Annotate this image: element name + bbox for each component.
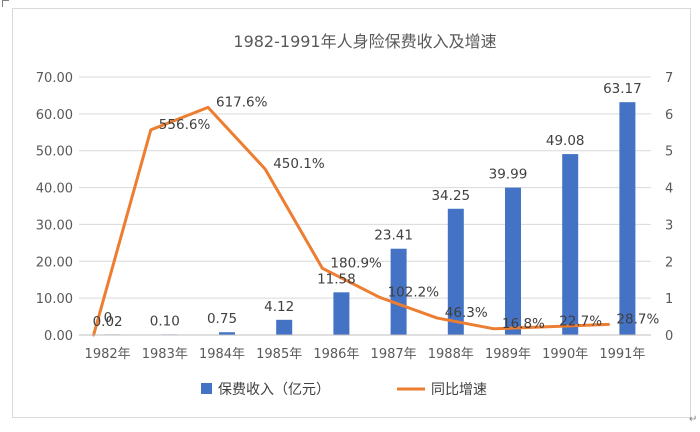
bar (276, 319, 293, 335)
y-left-tick-label: 40.00 (36, 182, 73, 197)
bar (619, 102, 636, 335)
y-right-tick-label: 4 (665, 182, 673, 197)
legend[interactable]: 保费收入（亿元） 同比增速 (201, 382, 487, 398)
axes: 0.00 10.00 20.00 30.00 40.00 50.00 60.00 70.00 0… (36, 71, 674, 362)
document-corner-mark (2, 0, 9, 7)
line-data-label: 556.6% (159, 117, 211, 133)
grid (79, 76, 651, 336)
x-tick-label: 1991年 (599, 347, 645, 362)
bar-data-label: 0.10 (150, 314, 180, 330)
bar-data-label: 49.08 (546, 133, 585, 149)
legend-line-label: 同比增速 (431, 382, 487, 398)
line-data-label: 16.8% (502, 316, 545, 332)
line-data-label: 46.3% (445, 305, 488, 321)
line-data-label: 28.7% (616, 311, 659, 327)
y-right-tick-label: 2 (665, 255, 673, 270)
legend-bar-label: 保费收入（亿元） (218, 382, 330, 398)
chart-canvas: 1982-1991年人身险保费收入及增速 0.02 0.10 0.75 4.12 11.… (36, 32, 674, 398)
x-tick-label: 1985年 (256, 347, 302, 362)
x-tick-label: 1989年 (485, 347, 531, 362)
y-left-tick-label: 20.00 (36, 255, 73, 270)
y-right-tick-label: 0 (665, 329, 673, 344)
bar-data-label: 4.12 (264, 299, 294, 315)
line-data-label: 102.2% (388, 284, 440, 300)
y-left-tick-label: 30.00 (36, 218, 73, 233)
bar (390, 248, 407, 335)
chart-title: 1982-1991年人身险保费收入及增速 (233, 32, 496, 51)
chart-frame[interactable]: 1982-1991年人身险保费收入及增速 0.02 0.10 0.75 4.12 11.… (12, 8, 691, 418)
bar-data-label: 0.75 (207, 311, 237, 327)
y-right-tick-label: 6 (665, 108, 673, 123)
paragraph-return-mark: ↵ (689, 414, 698, 425)
x-tick-label: 1988年 (428, 347, 474, 362)
bar (447, 208, 464, 335)
y-left-tick-label: 10.00 (36, 292, 73, 307)
line-data-label: 180.9% (330, 255, 382, 271)
line-data-label: 617.6% (216, 94, 268, 110)
data-labels: 0.02 0.10 0.75 4.12 11.58 23.41 34.25 39.99 49.0… (93, 81, 660, 332)
legend-bar-swatch (201, 383, 212, 394)
x-tick-label: 1983年 (142, 347, 188, 362)
bar-data-label: 34.25 (431, 188, 470, 204)
y-left-tick-label: 0.00 (44, 329, 73, 344)
bar-data-label: 0.02 (93, 314, 123, 330)
x-tick-label: 1984年 (199, 347, 245, 362)
bar (219, 332, 235, 335)
line-data-label: 22.7% (559, 314, 602, 330)
x-tick-label: 1990年 (542, 347, 588, 362)
bar-data-label: 39.99 (489, 167, 528, 183)
y-right-tick-label: 7 (665, 71, 673, 86)
line-series (92, 105, 610, 337)
bar-data-label: 63.17 (603, 81, 642, 97)
x-tick-label: 1982年 (85, 347, 131, 362)
x-tick-label: 1987年 (371, 347, 417, 362)
y-right-tick-label: 1 (665, 292, 673, 307)
bar (562, 154, 579, 335)
line-data-label: 450.1% (273, 156, 325, 172)
y-left-tick-label: 60.00 (36, 108, 73, 123)
growth-line (92, 105, 610, 337)
y-right-tick-label: 3 (665, 218, 673, 233)
y-left-tick-label: 50.00 (36, 145, 73, 160)
bar-data-label: 23.41 (374, 228, 413, 244)
y-right-tick-label: 5 (665, 145, 673, 160)
bar (505, 187, 521, 335)
line-data-label: 0 (104, 310, 113, 326)
x-tick-label: 1986年 (313, 347, 359, 362)
bar (333, 292, 350, 335)
bar-data-label: 11.58 (317, 271, 356, 287)
bar-series (104, 102, 636, 335)
y-left-tick-label: 70.00 (36, 71, 73, 86)
